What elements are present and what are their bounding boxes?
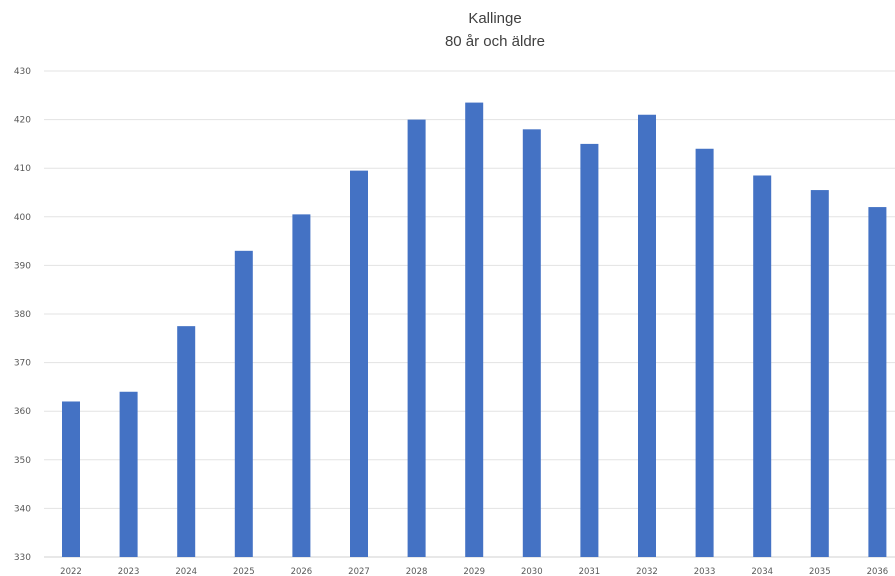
- x-tick-label: 2027: [348, 567, 370, 576]
- bar-2030: [522, 129, 541, 557]
- y-tick-label: 330: [14, 553, 31, 563]
- bar-2022: [62, 401, 80, 557]
- x-tick-label: 2030: [521, 567, 543, 576]
- chart-title: Kallinge: [468, 10, 522, 27]
- bar-2032: [638, 114, 656, 558]
- x-tick-label: 2028: [406, 567, 428, 576]
- bar-2031: [580, 143, 599, 557]
- bar-2028: [407, 119, 426, 557]
- y-tick-label: 400: [14, 213, 31, 223]
- x-tick-label: 2035: [809, 567, 831, 576]
- x-tick-label: 2025: [233, 567, 255, 576]
- bar-2029: [465, 102, 484, 557]
- bar-2034: [753, 175, 772, 558]
- x-tick-label: 2036: [867, 567, 889, 576]
- x-tick-label: 2033: [694, 567, 716, 576]
- chart-subtitle: 80 år och äldre: [444, 33, 546, 50]
- x-tick-label: 2029: [463, 567, 485, 576]
- x-tick-label: 2022: [60, 567, 82, 576]
- y-tick-label: 360: [14, 407, 31, 417]
- y-tick-label: 340: [14, 504, 31, 514]
- bar-2024: [177, 326, 196, 557]
- y-tick-label: 390: [14, 261, 31, 271]
- x-tick-label: 2023: [118, 567, 140, 576]
- y-tick-label: 420: [14, 116, 31, 126]
- y-tick-label: 380: [14, 310, 31, 320]
- x-tick-label: 2032: [636, 567, 658, 576]
- x-tick-label: 2026: [291, 567, 313, 576]
- bar-2027: [350, 170, 368, 557]
- x-tick-label: 2024: [175, 567, 197, 576]
- bar-2026: [292, 214, 311, 557]
- bar-2033: [695, 148, 714, 557]
- x-tick-label: 2034: [751, 567, 773, 576]
- y-tick-label: 370: [14, 359, 31, 369]
- bar-2036: [868, 207, 887, 557]
- x-tick-label: 2031: [579, 567, 601, 576]
- bar-2025: [234, 250, 253, 557]
- y-tick-label: 430: [14, 67, 31, 77]
- bar-2035: [810, 190, 829, 557]
- bar-2023: [119, 391, 138, 557]
- y-tick-label: 350: [14, 456, 31, 466]
- y-tick-label: 410: [14, 164, 31, 174]
